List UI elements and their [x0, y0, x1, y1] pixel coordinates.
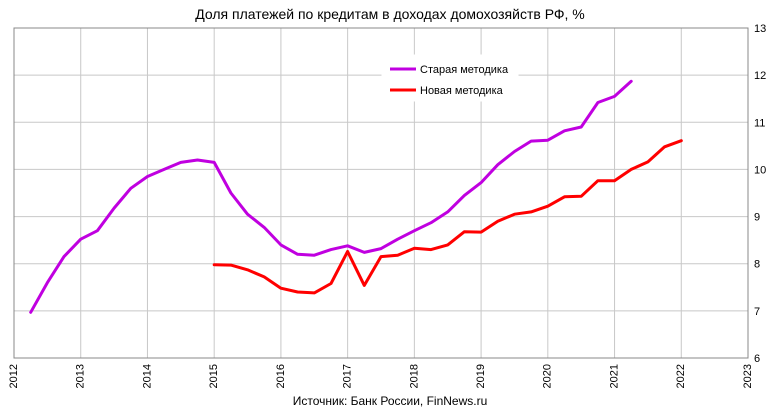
y-axis-ticks: 6 7 8 9 10 11 12 13	[754, 23, 766, 365]
series-layer	[29, 79, 683, 314]
y-tick-label: 8	[754, 259, 760, 271]
series-line-0	[29, 79, 633, 314]
x-tick-label: 2016	[275, 364, 287, 388]
series-line-1	[212, 139, 683, 295]
x-tick-label: 2017	[342, 364, 354, 388]
y-tick-label: 6	[754, 353, 760, 365]
x-tick-label: 2020	[542, 364, 554, 388]
chart-title: Доля платежей по кредитам в доходах домо…	[195, 6, 585, 22]
x-tick-label: 2021	[608, 364, 620, 388]
x-tick-label: 2018	[408, 364, 420, 388]
y-tick-label: 10	[754, 164, 766, 176]
x-tick-label: 2019	[475, 364, 487, 388]
legend-label-new-method: Новая методика	[420, 85, 504, 97]
legend-label-old-method: Старая методика	[420, 64, 509, 76]
y-tick-label: 7	[754, 306, 760, 318]
y-tick-label: 13	[754, 23, 766, 35]
legend: Старая методика Новая методика	[381, 54, 519, 102]
chart-source: Источник: Банк России, FinNews.ru	[293, 394, 488, 408]
x-tick-label: 2023	[742, 364, 754, 388]
x-tick-label: 2013	[75, 364, 87, 388]
y-tick-label: 12	[754, 70, 766, 82]
y-tick-label: 11	[754, 117, 765, 129]
plot-frame	[13, 27, 749, 359]
x-tick-label: 2014	[141, 364, 153, 388]
x-tick-label: 2012	[8, 364, 20, 388]
y-tick-label: 9	[754, 212, 760, 224]
x-axis-ticks: 2012 2013 2014 2015 2016 2017 2018 2019 2020 2021…	[8, 364, 754, 388]
x-tick-label: 2022	[675, 364, 687, 388]
legend-box	[381, 54, 519, 102]
x-tick-label: 2015	[208, 364, 220, 388]
